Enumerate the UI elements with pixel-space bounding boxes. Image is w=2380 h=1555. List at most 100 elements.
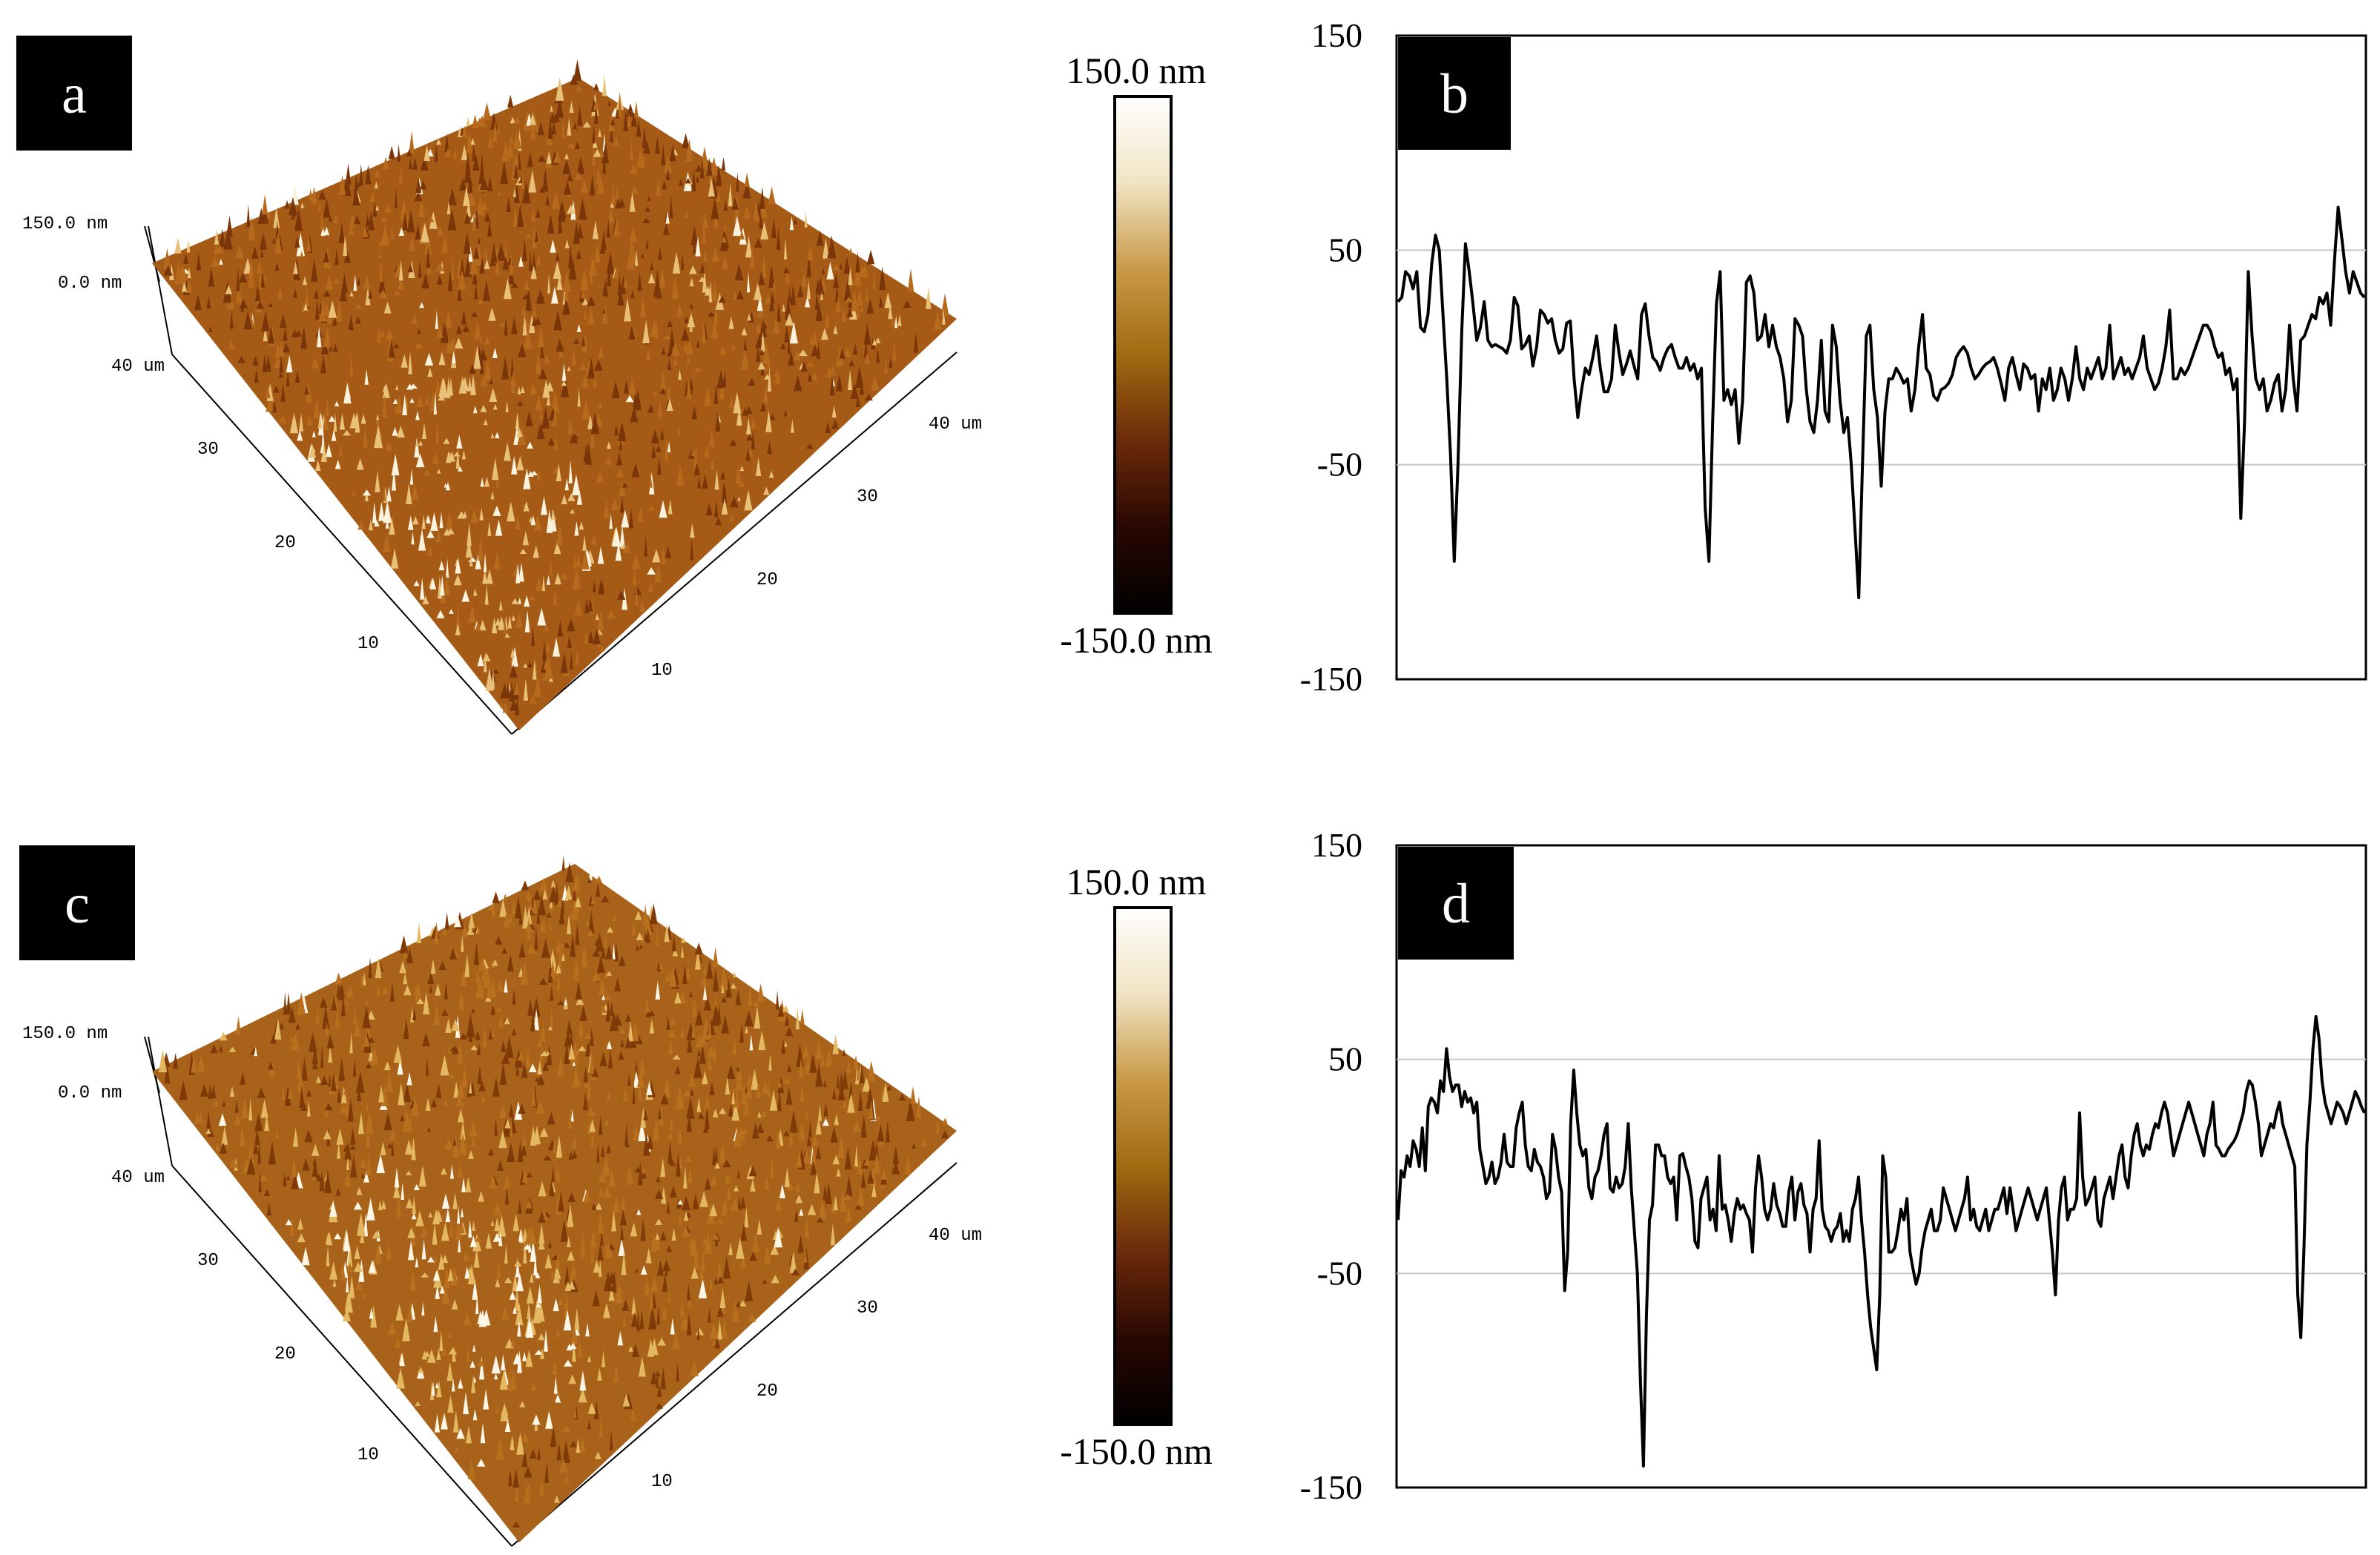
surface-spike [746,434,754,441]
surface-spike [505,400,509,412]
surface-spike [323,198,331,218]
surface-spike [594,359,603,371]
surface-spike [547,1112,556,1125]
surface-spike [789,1109,798,1133]
surface-spike [372,1230,380,1239]
surface-spike [531,317,538,326]
surface-spike [368,519,373,531]
surface-spike [518,1103,526,1114]
surface-spike [441,1348,448,1356]
surface-spike [417,329,421,334]
surface-spike [411,1137,416,1161]
surface-spike [532,251,536,271]
surface-spike [411,314,418,324]
surface-spike [476,1359,485,1367]
surface-spike [504,633,510,638]
surface-spike [523,280,530,291]
surface-spike [596,1143,600,1163]
surface-spike [527,151,533,168]
surface-spike [787,1183,795,1191]
surface-spike [494,1217,501,1232]
surface-spike [646,1082,653,1095]
surface-spike [531,1085,536,1107]
surface-spike [829,365,836,376]
surface-spike [446,1361,453,1381]
surface-spike [660,428,665,440]
surface-spike [744,1206,749,1228]
surface-spike [393,343,400,349]
surface-spike [479,362,484,374]
surface-spike [578,1046,587,1051]
surface-spike [694,942,703,955]
surface-spike [606,1091,612,1100]
surface-spike [385,442,392,451]
surface-spike [448,188,457,205]
surface-spike [288,1007,296,1023]
surface-spike [597,1367,602,1381]
surface-spike [717,1259,722,1277]
surface-spike [536,253,541,266]
surface-spike [717,1275,724,1284]
surface-spike [553,310,562,331]
surface-spike [444,528,451,536]
surface-spike [571,1264,577,1276]
surface-spike [715,165,722,186]
surface-spike [690,1088,694,1097]
surface-spike [284,1085,291,1106]
surface-spike [211,1083,217,1099]
surface-spike [780,343,786,349]
surface-spike [273,207,280,228]
surface-spike [573,883,576,901]
surface-spike [642,126,647,148]
surface-spike [781,1038,786,1054]
surface-spike [598,344,604,359]
surface-spike [458,269,467,290]
surface-spike [474,282,478,300]
surface-spike [512,205,518,227]
surface-spike [463,1313,472,1326]
surface-spike [604,970,610,978]
surface-spike [478,1080,486,1092]
surface-spike [843,346,851,358]
surface-spike [533,1254,538,1276]
surface-spike [553,151,561,163]
surface-spike [806,280,811,300]
panel-b-letter-box [1398,37,1511,150]
surface-spike [624,380,630,394]
surface-spike [573,59,581,81]
surface-spike [484,652,487,673]
surface-spike [740,1223,748,1241]
surface-spike [427,546,433,555]
surface-spike [569,101,574,113]
surface-spike [490,242,498,263]
surface-spike [845,297,854,303]
surface-spike [604,455,613,465]
surface-spike [802,1149,811,1164]
surface-spike [297,992,306,1015]
surface-spike [594,242,601,263]
surface-spike [283,991,287,1015]
surface-spike [807,373,813,382]
surface-spike [363,1293,367,1298]
surface-spike [457,1080,465,1098]
surface-spike [337,1086,342,1103]
surface-spike [562,297,570,315]
surface-spike [504,317,508,336]
surface-spike [671,1228,676,1241]
surface-spike [415,395,425,407]
surface-spike [854,1204,863,1210]
surface-spike [530,1272,534,1283]
surface-spike [847,1093,855,1113]
surface-spike [535,1303,541,1308]
colorbar-c-scale [1113,906,1173,1426]
surface-spike [341,993,346,1017]
surface-spike [436,274,443,285]
surface-spike [800,1082,805,1102]
surface-spike [728,396,734,408]
surface-spike [551,120,556,135]
surface-spike [556,274,563,290]
surface-spike [656,176,662,197]
surface-spike [206,1111,211,1129]
surface-spike [563,1310,572,1331]
surface-spike [856,289,863,306]
